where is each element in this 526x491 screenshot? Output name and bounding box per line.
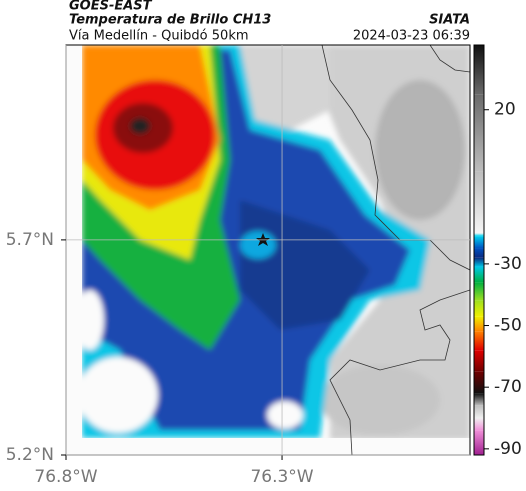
colorbar-segment: [474, 45, 484, 95]
border: [321, 45, 470, 271]
colorbar: 20 -30 -50 -70 -90: [473, 44, 522, 459]
colorbar-tick-label: -70: [494, 377, 522, 397]
colorbar-frame: [473, 44, 485, 456]
colorbar-segment: [474, 171, 484, 234]
x-tick-label: 76.3°W: [250, 467, 313, 487]
subtitle: Vía Medellín - Quibdó 50km: [69, 29, 249, 44]
colorbar-tick-label: -30: [494, 254, 522, 274]
title: Temperatura de Brillo CH13: [69, 13, 271, 28]
y-tick-label: 5.2°N: [6, 445, 54, 465]
colorbar-segment: [474, 331, 484, 351]
colorbar-segment: [474, 282, 484, 301]
colorbar-segment: [474, 233, 484, 237]
colorbar-tick-label: -50: [494, 316, 522, 336]
source: GOES-EAST: [69, 0, 153, 14]
colorbar-segment: [474, 300, 484, 317]
colorbar-segment: [474, 316, 484, 332]
colorbar-tick-label: -90: [494, 439, 522, 459]
colorbar-segment: [474, 236, 484, 249]
colorbar-segment: [474, 266, 484, 283]
colorbar-segment: [474, 94, 484, 172]
colorbar-segment: [474, 405, 484, 419]
timestamp: 2024-03-23 06:39: [353, 29, 470, 44]
colorbar-segment: [474, 393, 484, 406]
colorbar-segment: [474, 430, 484, 455]
colorbar-segment: [474, 350, 484, 372]
agency: SIATA: [429, 13, 470, 28]
colorbar-segment: [474, 418, 484, 431]
y-tick-label: 5.7°N: [6, 230, 54, 250]
x-tick-label: 76.8°W: [34, 467, 97, 487]
border: [429, 45, 470, 73]
colorbar-segment: [474, 248, 484, 258]
colorbar-segment: [474, 257, 484, 267]
satellite-image: [66, 45, 470, 455]
colorbar-segment: [474, 371, 484, 394]
colorbar-tick-label: 20: [494, 100, 516, 120]
border: [329, 289, 470, 455]
